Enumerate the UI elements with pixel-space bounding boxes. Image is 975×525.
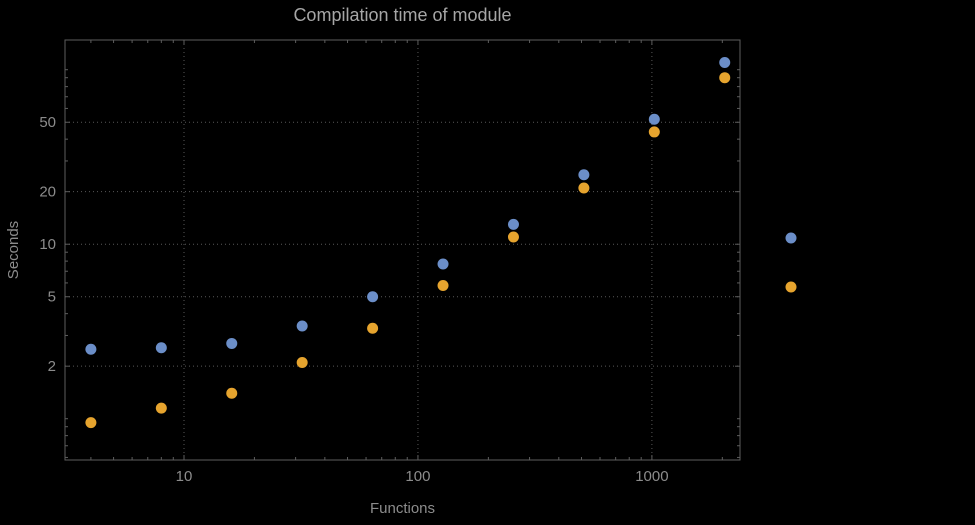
data-point-series-1 (226, 337, 238, 349)
chart-title: Compilation time of module (293, 5, 512, 25)
y-tick-label: 5 (48, 289, 56, 306)
data-point-series-1 (296, 320, 308, 332)
data-point-series-2 (367, 322, 379, 334)
y-axis-label: Seconds (5, 220, 22, 280)
x-axis-label: Functions (369, 500, 436, 517)
legend-marker-series-1 (785, 232, 797, 244)
y-tick-label: 2 (48, 358, 56, 375)
data-point-series-1 (507, 218, 519, 230)
data-point-series-2 (155, 402, 167, 414)
data-point-series-1 (85, 343, 97, 355)
data-point-series-2 (437, 279, 449, 291)
x-tick-label: 1000 (635, 468, 668, 485)
data-point-series-1 (648, 113, 660, 125)
data-point-series-1 (437, 258, 449, 270)
y-tick-label: 20 (39, 184, 56, 201)
y-tick-label: 50 (39, 114, 56, 131)
data-point-series-2 (719, 72, 731, 84)
data-point-series-2 (648, 126, 660, 138)
data-point-series-2 (226, 387, 238, 399)
data-point-series-2 (578, 182, 590, 194)
data-point-series-1 (155, 342, 167, 354)
legend-marker-series-2 (785, 281, 797, 293)
x-tick-label: 100 (405, 468, 430, 485)
data-point-series-2 (296, 356, 308, 368)
data-point-series-2 (85, 417, 97, 429)
y-tick-label: 10 (39, 236, 56, 253)
data-point-series-1 (367, 291, 379, 303)
data-point-series-1 (719, 56, 731, 68)
x-tick-label: 10 (176, 468, 193, 485)
plot-frame (64, 39, 741, 461)
data-point-series-2 (507, 231, 519, 243)
data-point-series-1 (578, 169, 590, 181)
